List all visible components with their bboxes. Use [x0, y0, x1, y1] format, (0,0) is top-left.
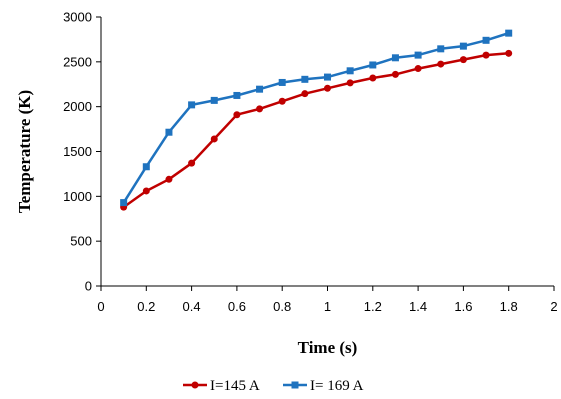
data-point [165, 175, 173, 183]
data-point [188, 101, 196, 109]
x-tick-label: 0.6 [228, 299, 246, 314]
x-axis: 0 0.2 0.4 0.6 0.8 1 1.2 1.4 1.6 1.8 2 [97, 285, 558, 314]
data-point [437, 60, 445, 68]
y-tick-label: 2000 [63, 99, 92, 114]
data-point [391, 54, 399, 62]
data-point [278, 78, 286, 86]
x-tick-label: 1.8 [500, 299, 518, 314]
plot-area [120, 29, 513, 211]
x-tick-label: 0.8 [273, 299, 291, 314]
legend-item: I=145 A [183, 378, 260, 394]
data-point [210, 135, 218, 143]
x-tick-label: 1.2 [364, 299, 382, 314]
data-point [188, 159, 196, 167]
data-point [346, 79, 354, 87]
data-point [482, 36, 490, 44]
x-tick-label: 2 [550, 299, 557, 314]
y-axis: 0 500 1000 1500 2000 2500 3000 [63, 10, 102, 294]
y-tick-label: 3000 [63, 10, 92, 25]
y-tick-label: 2500 [63, 54, 92, 69]
x-tick-label: 1.4 [409, 299, 427, 314]
data-point [120, 199, 128, 207]
data-point [142, 163, 150, 171]
data-point [414, 51, 422, 59]
data-point [437, 45, 445, 53]
data-point [369, 61, 377, 69]
legend: I=145 A I= 169 A [183, 378, 364, 394]
data-point [165, 128, 173, 136]
data-point [369, 74, 377, 82]
data-point [414, 65, 422, 73]
data-point [346, 67, 354, 75]
data-point [256, 85, 264, 93]
data-point [324, 84, 331, 92]
data-point [482, 51, 490, 59]
y-tick-label: 1000 [63, 189, 92, 204]
data-point [278, 97, 286, 105]
data-point [324, 73, 331, 81]
legend-label: I=145 A [210, 378, 260, 394]
legend-label: I= 169 A [310, 378, 364, 394]
data-point [459, 56, 467, 64]
data-point [142, 187, 150, 195]
data-point [233, 111, 241, 119]
y-axis-title: Temperature (K) [15, 90, 34, 213]
data-point [301, 90, 309, 98]
data-point [233, 91, 241, 99]
series-i-169a [120, 29, 513, 207]
data-point [301, 75, 309, 83]
data-point [459, 42, 467, 50]
legend-marker [191, 381, 199, 389]
data-point [256, 105, 264, 113]
data-point [505, 49, 513, 57]
series-line [122, 31, 510, 204]
data-point [210, 96, 218, 104]
x-tick-label: 0.4 [183, 299, 201, 314]
x-tick-label: 0.2 [137, 299, 155, 314]
series-i-145a [120, 49, 513, 211]
y-tick-label: 500 [70, 234, 92, 249]
series-line [122, 52, 509, 209]
x-axis-title: Time (s) [298, 338, 358, 357]
y-tick-label: 1500 [63, 144, 92, 159]
data-point [391, 70, 399, 78]
x-tick-label: 0 [97, 299, 104, 314]
x-tick-label: 1 [324, 299, 331, 314]
legend-item: I= 169 A [283, 378, 364, 394]
data-point [505, 29, 513, 37]
x-tick-label: 1.6 [454, 299, 472, 314]
legend-marker [291, 381, 299, 389]
y-tick-label: 0 [85, 279, 92, 294]
